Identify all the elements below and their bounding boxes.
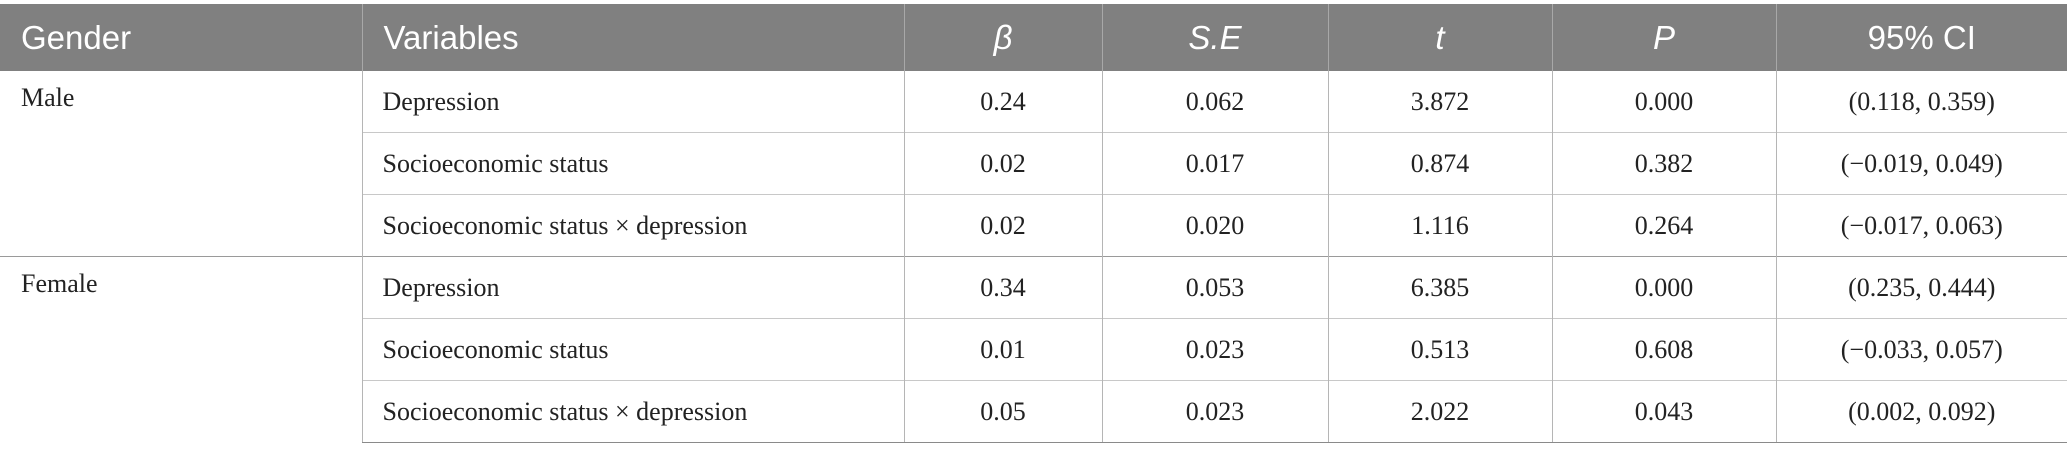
beta-cell: 0.01 — [903, 318, 1102, 381]
header-ci: 95% CI — [1775, 4, 2067, 71]
beta-cell: 0.02 — [903, 132, 1102, 195]
table-row: Socioeconomic status 0.01 0.023 0.513 0.… — [0, 318, 2067, 381]
p-cell: 0.000 — [1551, 71, 1776, 133]
variable-cell: Socioeconomic status — [361, 318, 904, 381]
group-label-male: Male — [21, 83, 75, 112]
regression-table-container: Gender Variables β S.E t P 95% CI Male D… — [0, 4, 2067, 443]
p-cell: 0.000 — [1551, 256, 1776, 319]
p-cell: 0.608 — [1551, 318, 1776, 381]
beta-cell: 0.24 — [903, 71, 1102, 133]
ci-cell: (0.235, 0.444) — [1775, 256, 2067, 319]
variable-cell: Depression — [361, 71, 904, 133]
beta-cell: 0.34 — [903, 256, 1102, 319]
group-label-female: Female — [0, 256, 362, 443]
header-variables: Variables — [361, 4, 904, 71]
header-p: P — [1551, 4, 1776, 71]
se-cell: 0.017 — [1101, 132, 1328, 195]
se-cell: 0.023 — [1101, 380, 1328, 443]
table-header: Gender Variables β S.E t P 95% CI — [0, 4, 2067, 71]
header-gender: Gender — [0, 4, 362, 71]
se-cell: 0.023 — [1101, 318, 1328, 381]
beta-cell: 0.02 — [903, 194, 1102, 257]
table-row: Male Depression 0.24 0.062 3.872 0.000 (… — [0, 71, 2067, 133]
variable-cell: Depression — [361, 256, 904, 319]
table-row: Socioeconomic status × depression 0.05 0… — [0, 380, 2067, 443]
se-cell: 0.053 — [1101, 256, 1328, 319]
ci-cell: (−0.019, 0.049) — [1775, 132, 2067, 195]
header-se: S.E — [1101, 4, 1328, 71]
table-row: Female Depression 0.34 0.053 6.385 0.000… — [0, 256, 2067, 443]
variable-cell: Socioeconomic status × depression — [361, 380, 904, 443]
ci-cell: (−0.017, 0.063) — [1775, 194, 2067, 257]
t-cell: 2.022 — [1327, 380, 1552, 443]
t-cell: 0.874 — [1327, 132, 1552, 195]
p-cell: 0.043 — [1551, 380, 1776, 443]
p-cell: 0.382 — [1551, 132, 1776, 195]
se-cell: 0.020 — [1101, 194, 1328, 257]
variable-cell: Socioeconomic status × depression — [361, 194, 904, 257]
header-t: t — [1327, 4, 1552, 71]
header-row: Gender Variables β S.E t P 95% CI — [0, 4, 2067, 71]
table-row: Socioeconomic status 0.02 0.017 0.874 0.… — [0, 132, 2067, 195]
t-cell: 6.385 — [1327, 256, 1552, 319]
t-cell: 0.513 — [1327, 318, 1552, 381]
ci-cell: (0.002, 0.092) — [1775, 380, 2067, 443]
se-cell: 0.062 — [1101, 71, 1328, 133]
t-cell: 1.116 — [1327, 194, 1552, 257]
ci-cell: (−0.033, 0.057) — [1775, 318, 2067, 381]
header-beta: β — [903, 4, 1102, 71]
t-cell: 3.872 — [1327, 71, 1552, 133]
header-ci-text: 95% CI — [1867, 18, 1976, 56]
beta-cell: 0.05 — [903, 380, 1102, 443]
regression-table: Gender Variables β S.E t P 95% CI Male D… — [0, 4, 2067, 443]
table-body: Male Depression 0.24 0.062 3.872 0.000 (… — [0, 71, 2067, 443]
p-cell: 0.264 — [1551, 194, 1776, 257]
table-row: Socioeconomic status × depression 0.02 0… — [0, 194, 2067, 257]
variable-cell: Socioeconomic status — [361, 132, 904, 195]
ci-cell: (0.118, 0.359) — [1775, 71, 2067, 133]
